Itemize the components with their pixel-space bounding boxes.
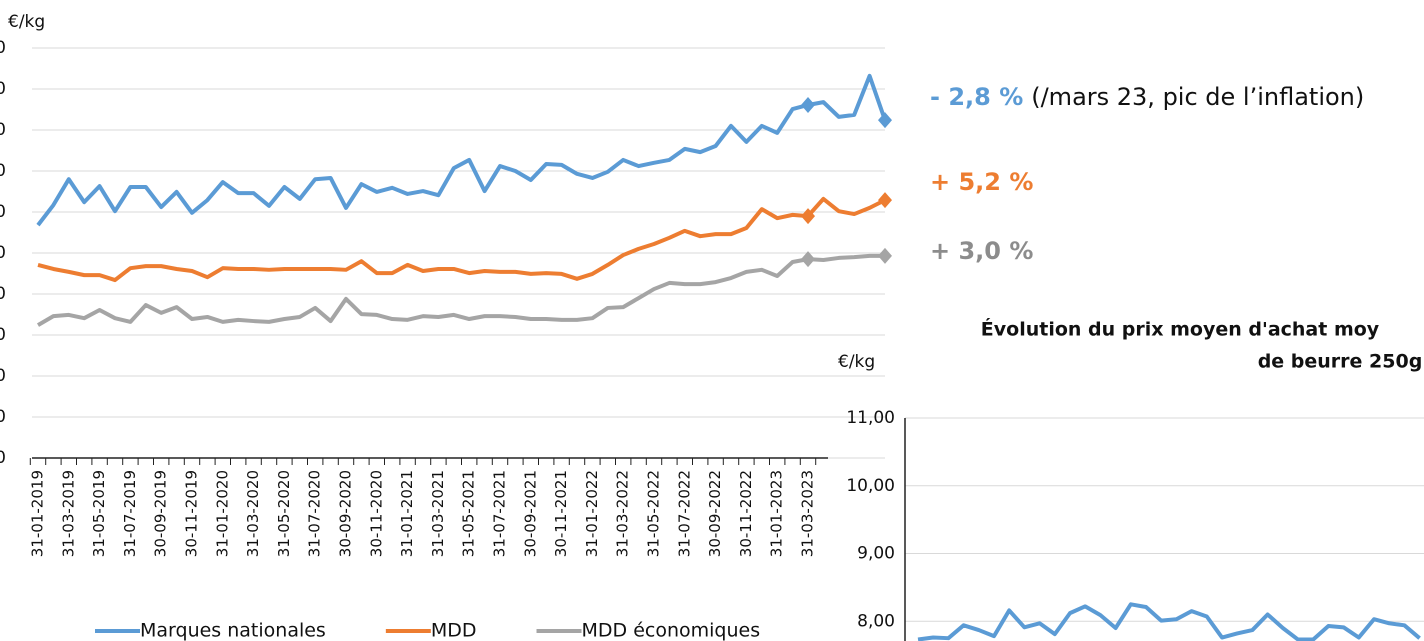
y-tick-label: 5,00 [0, 243, 6, 263]
y-tick-label: 4,00 [0, 284, 6, 304]
x-tick-label: 30-09-2020 [337, 470, 355, 557]
highlight-marker [801, 208, 815, 225]
legend-label: MDD [431, 620, 477, 641]
annotation-note: (/mars 23, pic de l’inflation) [1031, 83, 1364, 111]
series-line [36, 253, 885, 327]
y-axis-label: €/kg [8, 12, 45, 32]
y-tick-label: 3,00 [0, 325, 6, 345]
y-tick-label: 7,00 [0, 161, 6, 181]
x-tick-label: 31-07-2020 [306, 470, 324, 557]
highlight-marker [878, 192, 892, 209]
x-tick-label: 31-07-2019 [121, 470, 139, 557]
x-tick-label: 31-03-2020 [244, 470, 262, 557]
y-tick-label: 11,00 [846, 408, 895, 428]
annotation: + 5,2 % [930, 168, 1033, 196]
x-tick-label: 31-03-2021 [429, 470, 447, 557]
x-tick-label: 31-05-2022 [645, 470, 663, 557]
x-tick-label: 31-01-2023 [768, 470, 786, 557]
y-tick-label: 9,00 [0, 79, 6, 99]
x-tick-label: 31-05-2020 [275, 470, 293, 557]
y-axis-label: €/kg [838, 352, 875, 372]
chart-title: de beurre 250g [1258, 351, 1423, 373]
legend-label: Marques nationales [140, 620, 326, 641]
y-tick-label: 2,00 [0, 366, 6, 386]
annotation-value: + 5,2 % [930, 168, 1033, 196]
x-tick-label: 31-01-2020 [213, 470, 231, 557]
x-tick-label: 31-01-2021 [398, 470, 416, 557]
highlight-marker [878, 247, 892, 264]
series-line [917, 602, 1421, 641]
y-tick-label: 10,00 [0, 38, 6, 58]
y-tick-label: 8,00 [857, 611, 895, 631]
x-tick-label: 31-07-2021 [491, 470, 509, 557]
legend-label: MDD économiques [582, 620, 761, 641]
annotation: + 3,0 % [930, 237, 1033, 265]
x-tick-label: 30-11-2021 [552, 470, 570, 557]
y-tick-label: 9,00 [857, 544, 895, 564]
chart-title: Évolution du prix moyen d'achat moy [981, 318, 1380, 341]
x-tick-label: 30-11-2019 [183, 470, 201, 557]
y-tick-label: 6,00 [0, 202, 6, 222]
x-tick-label: 31-05-2019 [90, 470, 108, 557]
x-tick-label: 30-11-2022 [737, 470, 755, 557]
series-line [36, 73, 887, 227]
x-tick-label: 30-09-2021 [521, 470, 539, 557]
x-tick-label: 31-01-2022 [583, 470, 601, 557]
x-tick-label: 31-01-2019 [29, 470, 47, 557]
highlight-marker [878, 112, 892, 129]
y-tick-label: 1,00 [0, 407, 6, 427]
annotation-value: + 3,0 % [930, 237, 1033, 265]
highlight-marker [801, 251, 815, 268]
x-tick-label: 31-07-2022 [675, 470, 693, 557]
y-tick-label: 8,00 [0, 120, 6, 140]
x-tick-label: 30-09-2019 [152, 470, 170, 557]
x-tick-label: 31-03-2022 [614, 470, 632, 557]
x-tick-label: 31-03-2019 [59, 470, 77, 557]
y-tick-label: 10,00 [846, 476, 895, 496]
annotation: - 2,8 % (/mars 23, pic de l’inflation) [930, 83, 1364, 111]
x-tick-label: 31-05-2021 [460, 470, 478, 557]
x-tick-label: 30-09-2022 [706, 470, 724, 557]
x-tick-label: 30-11-2020 [367, 470, 385, 557]
annotation-value: - 2,8 % [930, 83, 1023, 111]
y-tick-label: 0,00 [0, 448, 6, 468]
highlight-marker [801, 96, 815, 113]
x-tick-label: 31-03-2023 [799, 470, 817, 557]
series-line [37, 196, 886, 283]
